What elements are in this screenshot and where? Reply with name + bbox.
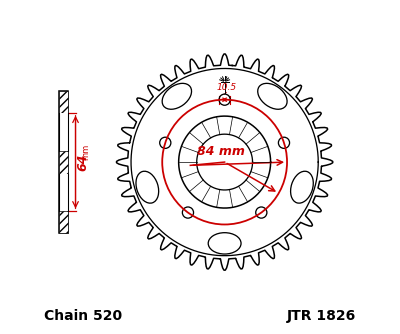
Bar [59,92,68,233]
Bar [59,151,68,174]
Text: 84 mm: 84 mm [198,145,245,158]
Text: Chain 520: Chain 520 [44,309,122,323]
Text: 64: 64 [76,153,90,171]
Bar [60,113,68,151]
Text: mm: mm [81,144,90,160]
Bar [60,174,68,211]
Bar [59,211,68,233]
Text: 10.5: 10.5 [216,84,236,93]
Text: JTR 1826: JTR 1826 [287,309,356,323]
Bar [59,92,68,113]
